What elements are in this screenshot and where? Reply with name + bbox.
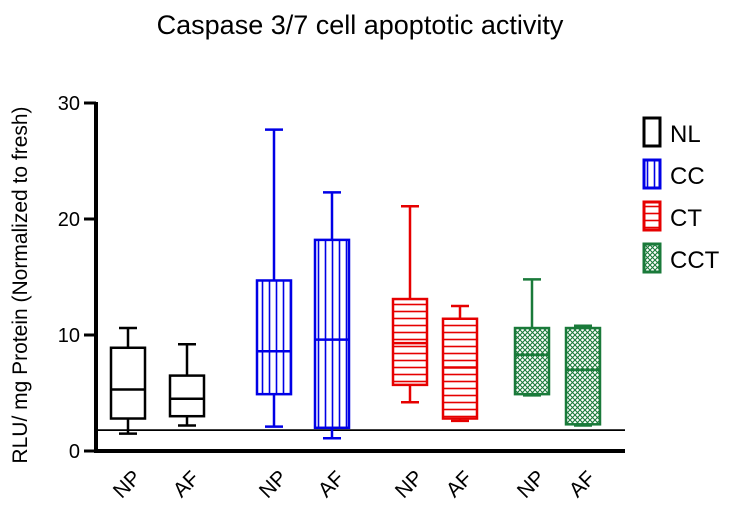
legend-swatch	[642, 242, 662, 274]
x-category-label: NP	[513, 466, 550, 503]
x-category-label: NP	[255, 466, 292, 503]
legend: NL CC CT CCT	[642, 116, 720, 274]
iqr-box	[168, 374, 206, 418]
y-tick-label: 10	[58, 325, 80, 347]
legend-item-cc: CC	[642, 158, 705, 190]
y-tick-label: 0	[69, 441, 80, 463]
box-cct-af	[564, 324, 602, 427]
x-category-label: AF	[442, 467, 477, 502]
y-axis: 0 10 20 30	[58, 93, 98, 463]
y-axis-label: RLU/ mg Protein (Normalized to fresh)	[9, 106, 32, 463]
box-cc-np	[255, 128, 293, 428]
chart-title: Caspase 3/7 cell apoptotic activity	[157, 10, 564, 40]
legend-label: CCT	[670, 247, 720, 274]
y-tick-label: 30	[58, 93, 80, 115]
legend-label: CC	[670, 163, 705, 190]
x-category-label: AF	[565, 467, 600, 502]
box-cct-np	[513, 278, 551, 397]
box-plots	[109, 128, 602, 440]
box-ct-np	[391, 204, 429, 404]
legend-swatch	[642, 158, 662, 190]
x-category-label: NP	[391, 466, 428, 503]
iqr-box	[513, 326, 551, 396]
legend-item-ct: CT	[642, 200, 702, 232]
x-category-label: AF	[314, 467, 349, 502]
x-category-label: AF	[169, 467, 204, 502]
x-axis: NP AF NP AF NP AF NP AF	[94, 449, 625, 503]
x-category-label: NP	[109, 466, 146, 503]
iqr-box	[313, 238, 351, 430]
legend-label: NL	[670, 121, 701, 148]
legend-item-nl: NL	[642, 116, 701, 148]
legend-swatch	[642, 200, 662, 232]
box-cc-af	[313, 191, 351, 440]
legend-swatch	[642, 116, 662, 148]
box-nl-np	[109, 326, 147, 435]
iqr-box	[564, 326, 602, 426]
y-tick-label: 20	[58, 209, 80, 231]
box-nl-af	[168, 343, 206, 427]
iqr-box	[109, 346, 147, 420]
legend-label: CT	[670, 205, 702, 232]
iqr-box	[255, 279, 293, 396]
legend-item-cct: CCT	[642, 242, 720, 274]
box-ct-af	[441, 304, 479, 423]
